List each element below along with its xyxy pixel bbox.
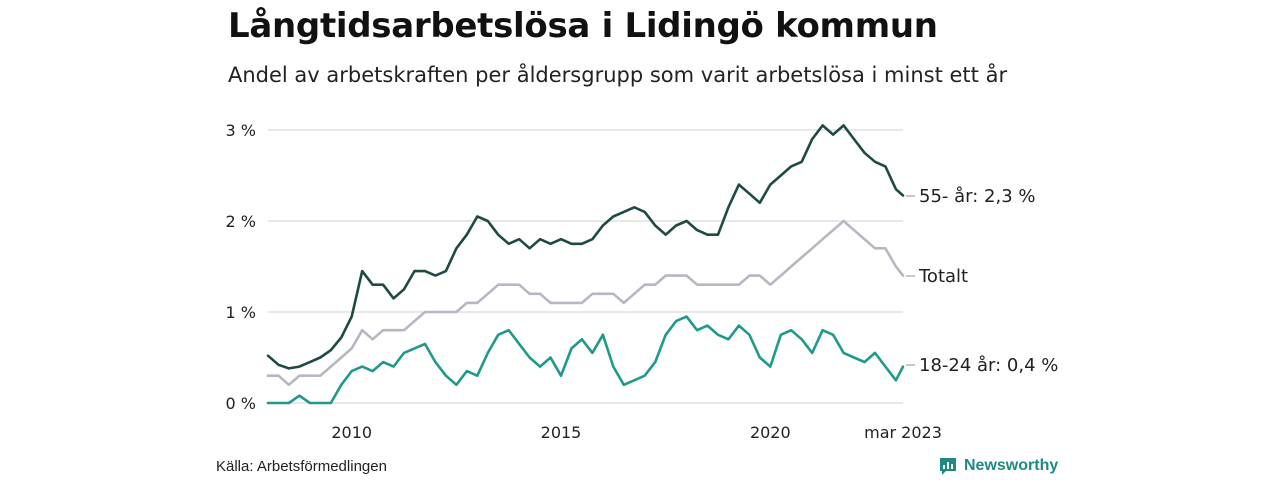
x-tick-label: 2020 [750, 423, 791, 442]
x-tick-label: 2010 [331, 423, 372, 442]
series-line [266, 219, 905, 387]
series-end-label: 55- år: 2,3 % [919, 186, 1035, 207]
chart-subtitle: Andel av arbetskraften per åldersgrupp s… [228, 63, 1008, 87]
brand-name: Newsworthy [964, 457, 1059, 474]
chart-title: Långtidsarbetslösa i Lidingö kommun [228, 6, 938, 46]
x-tick-label: mar 2023 [864, 423, 942, 442]
y-tick-label: 1 % [226, 303, 256, 322]
series-end-labels: 55- år: 2,3 % Totalt 18-24 år: 0,4 % [906, 186, 1058, 376]
x-tick-label: 2015 [541, 423, 582, 442]
series-lines [266, 124, 905, 405]
grid-lines [268, 129, 903, 404]
y-axis-ticks: 0 % 1 % 2 % 3 % [226, 121, 256, 413]
series-end-label: Totalt [918, 266, 968, 287]
y-tick-label: 0 % [226, 394, 256, 413]
series-end-label: 18-24 år: 0,4 % [919, 355, 1058, 376]
x-axis-ticks: 2010 2015 2020 mar 2023 [331, 423, 942, 442]
series-line [266, 315, 905, 405]
series-line [266, 124, 905, 370]
source-note: Källa: Arbetsförmedlingen [216, 458, 387, 475]
y-tick-label: 2 % [226, 212, 256, 231]
newsworthy-logo-icon [940, 458, 956, 475]
brand-logo: Newsworthy [938, 456, 1058, 476]
y-tick-label: 3 % [226, 121, 256, 140]
